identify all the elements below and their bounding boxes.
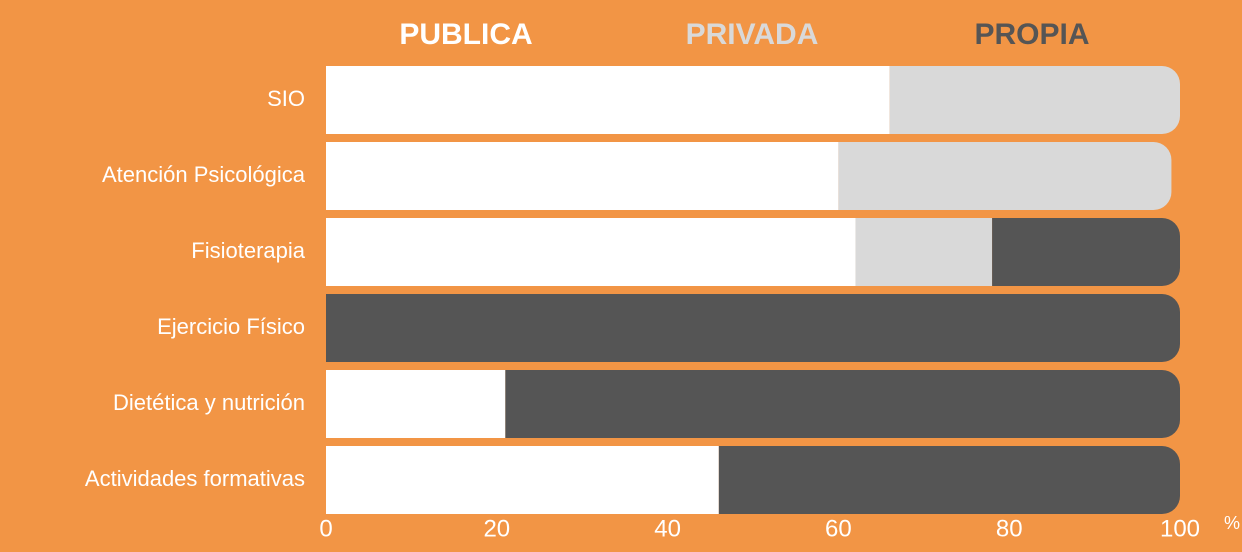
legend-entry: PROPIA	[974, 18, 1089, 51]
x-tick-label: 80	[996, 515, 1023, 542]
y-tick-label: Dietética y nutrición	[113, 390, 305, 415]
bar-segment	[838, 142, 1172, 210]
bar-segment	[505, 370, 1180, 438]
bar-segment	[326, 294, 1180, 362]
bar-row	[326, 446, 1180, 514]
x-tick-label: 60	[825, 515, 852, 542]
bar-segment	[326, 446, 719, 514]
bar-segment	[992, 218, 1180, 286]
bar-segment	[889, 66, 1180, 134]
y-tick-label: Fisioterapia	[191, 238, 305, 263]
bar-row	[326, 370, 1180, 438]
x-axis-label: %	[1224, 513, 1240, 533]
x-tick-label: 40	[654, 515, 681, 542]
bar-segment	[326, 66, 890, 134]
bar-row	[326, 294, 1180, 362]
x-tick-label: 20	[483, 515, 510, 542]
y-tick-label: Ejercicio Físico	[157, 314, 305, 339]
legend-entry: PRIVADA	[686, 18, 819, 51]
bar-row	[326, 218, 1180, 286]
x-tick-label: 100	[1160, 515, 1200, 542]
bar-segment	[326, 370, 506, 438]
y-tick-label: Actividades formativas	[85, 466, 305, 491]
legend-entry: PUBLICA	[399, 18, 532, 51]
bar-segment	[718, 446, 1180, 514]
bar-segment	[326, 142, 839, 210]
y-tick-label: SIO	[267, 86, 305, 111]
bar-row	[326, 142, 1172, 210]
bar-row	[326, 66, 1180, 134]
bar-segment	[326, 218, 856, 286]
x-tick-label: 0	[319, 515, 332, 542]
y-tick-label: Atención Psicológica	[102, 162, 306, 187]
bar-segment	[855, 218, 993, 286]
